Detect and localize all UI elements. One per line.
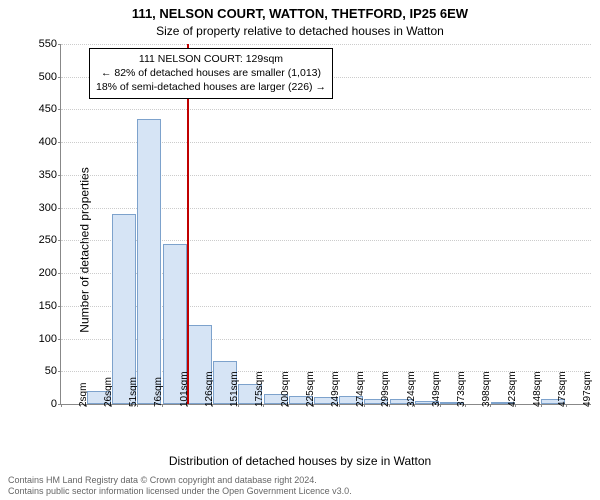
xtick-mark (490, 404, 491, 407)
ytick-mark (58, 371, 61, 372)
xtick-mark (465, 404, 466, 407)
ytick-label: 200 (39, 267, 57, 279)
xtick-mark (86, 404, 87, 407)
xtick-mark (61, 404, 62, 407)
footer: Contains HM Land Registry data © Crown c… (8, 475, 352, 498)
xtick-mark (313, 404, 314, 407)
ytick-label: 100 (39, 333, 57, 345)
ytick-label: 550 (39, 38, 57, 50)
xtick-mark (440, 404, 441, 407)
xtick-mark (515, 404, 516, 407)
xtick-label: 497sqm (582, 371, 593, 407)
ytick-label: 50 (45, 365, 57, 377)
plot-area: 0501001502002503003504004505005502sqm26s… (60, 44, 591, 405)
annotation-line2: ← 82% of detached houses are smaller (1,… (96, 66, 326, 80)
annotation-line1: 111 NELSON COURT: 129sqm (96, 52, 326, 66)
ytick-label: 0 (51, 398, 57, 410)
xtick-mark (263, 404, 264, 407)
xtick-mark (238, 404, 239, 407)
xtick-mark (288, 404, 289, 407)
ytick-label: 450 (39, 103, 57, 115)
ytick-mark (58, 273, 61, 274)
gridline (61, 44, 591, 45)
ytick-label: 500 (39, 71, 57, 83)
footer-line2: Contains public sector information licen… (8, 486, 352, 498)
ytick-label: 350 (39, 169, 57, 181)
ytick-mark (58, 44, 61, 45)
xtick-mark (389, 404, 390, 407)
xtick-mark (137, 404, 138, 407)
ytick-label: 300 (39, 202, 57, 214)
ytick-label: 150 (39, 300, 57, 312)
ytick-mark (58, 306, 61, 307)
chart-title: 111, NELSON COURT, WATTON, THETFORD, IP2… (0, 6, 600, 21)
ytick-mark (58, 77, 61, 78)
gridline (61, 109, 591, 110)
chart-subtitle: Size of property relative to detached ho… (0, 24, 600, 38)
ytick-mark (58, 109, 61, 110)
xtick-mark (187, 404, 188, 407)
histogram-bar (137, 119, 161, 404)
histogram-bar (112, 214, 136, 404)
ytick-mark (58, 142, 61, 143)
xtick-mark (414, 404, 415, 407)
xtick-mark (111, 404, 112, 407)
ytick-label: 400 (39, 136, 57, 148)
xtick-mark (541, 404, 542, 407)
ytick-label: 250 (39, 234, 57, 246)
chart-container: 111, NELSON COURT, WATTON, THETFORD, IP2… (0, 0, 600, 500)
xtick-mark (212, 404, 213, 407)
xtick-label: 423sqm (507, 371, 518, 407)
x-axis-label: Distribution of detached houses by size … (0, 454, 600, 468)
annotation-line3: 18% of semi-detached houses are larger (… (96, 80, 326, 94)
ytick-mark (58, 240, 61, 241)
ytick-mark (58, 339, 61, 340)
xtick-mark (566, 404, 567, 407)
xtick-label: 373sqm (456, 371, 467, 407)
xtick-label: 473sqm (557, 371, 568, 407)
footer-line1: Contains HM Land Registry data © Crown c… (8, 475, 352, 487)
ytick-mark (58, 208, 61, 209)
xtick-mark (364, 404, 365, 407)
xtick-mark (339, 404, 340, 407)
ytick-mark (58, 175, 61, 176)
xtick-mark (162, 404, 163, 407)
annotation-box: 111 NELSON COURT: 129sqm ← 82% of detach… (89, 48, 333, 99)
